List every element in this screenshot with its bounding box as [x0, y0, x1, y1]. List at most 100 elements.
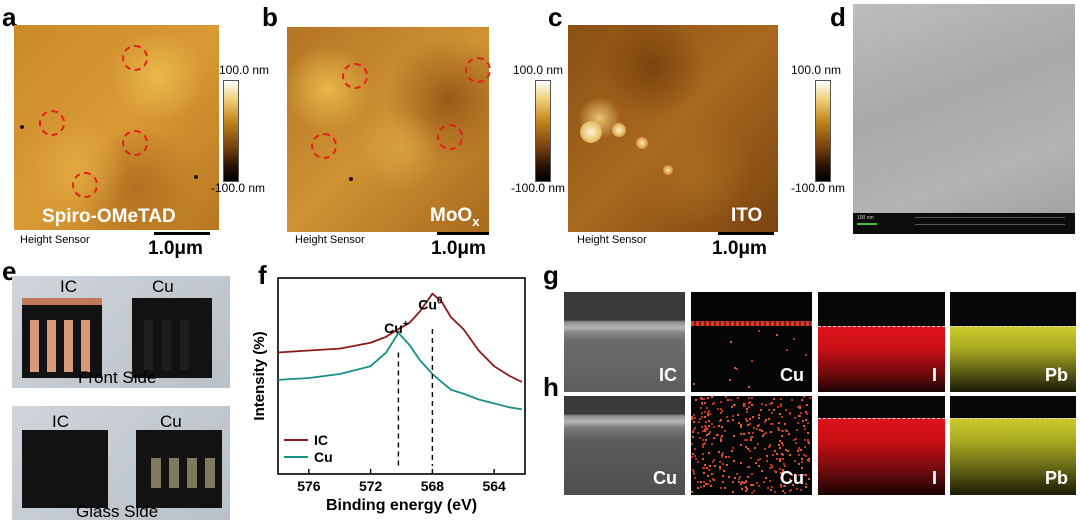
cu-signal-dot	[703, 402, 706, 405]
cu-signal-dot	[758, 416, 761, 419]
cu-signal-dot	[739, 426, 742, 429]
cu-signal-dot	[719, 412, 722, 415]
cu-signal-dot	[807, 439, 810, 442]
cu-signal-dot	[745, 418, 748, 421]
cu-signal-dot	[713, 464, 716, 467]
eds-map-pb-ic: Pb	[950, 292, 1076, 392]
electrode-finger	[162, 320, 171, 370]
cu-signal-dot	[717, 450, 720, 453]
cu-signal-dot	[704, 427, 707, 430]
grain-bright	[636, 137, 648, 149]
cu-signal-dot	[724, 396, 727, 398]
cu-signal-dot	[716, 434, 719, 437]
cu-signal-dot	[779, 477, 782, 479]
cu-signal-dot	[802, 473, 805, 476]
cu-signal-dot	[722, 470, 725, 473]
cu-signal-dot	[749, 438, 752, 441]
cu-signal-dot	[778, 440, 781, 443]
scale-bar	[718, 232, 774, 235]
cu-signal-dot	[693, 429, 696, 431]
cu-signal-dot	[693, 413, 696, 416]
cu-signal-dot	[801, 460, 803, 463]
cu-signal-dot	[728, 476, 731, 479]
cu-signal-dot	[782, 489, 785, 492]
cu-signal-dot	[740, 482, 743, 485]
sem-meta-line	[915, 217, 1065, 218]
cu-signal-dot	[701, 446, 704, 449]
cu-signal-dot	[719, 466, 722, 469]
cu-signal-dot	[768, 403, 771, 406]
cu-signal-dot	[747, 431, 750, 434]
cu-signal-dot	[713, 458, 716, 461]
cu-signal-dot	[746, 448, 749, 450]
cu-signal-dot	[703, 397, 706, 400]
cu-signal-dot	[806, 413, 808, 416]
cu-signal-dot	[700, 481, 703, 484]
cu-signal-dot	[700, 406, 702, 409]
cu-signal-dot	[742, 432, 745, 435]
cu-signal-dot	[769, 443, 771, 446]
cu-signal-dot	[765, 431, 768, 434]
cu-signal-dot	[795, 441, 798, 444]
cu-signal-dot	[798, 454, 801, 457]
cu-signal-dot	[705, 420, 708, 423]
interface-line	[950, 418, 1076, 420]
cu-signal-dot	[749, 418, 752, 421]
cu-signal-dot	[691, 490, 694, 493]
cu-signal-dot	[797, 406, 800, 409]
cu-signal-dot	[758, 484, 761, 487]
cu-signal-dot	[803, 425, 805, 428]
cu-signal-dot	[753, 426, 756, 429]
interface-line	[818, 418, 945, 420]
cu-signal-dot	[730, 341, 733, 344]
sem-scale-bar	[857, 223, 877, 225]
cu-signal-dot	[692, 469, 694, 472]
cu-signal-dot	[702, 453, 705, 456]
film-label-ito: ITO	[731, 205, 763, 226]
colorbar-min: -100.0 nm	[511, 181, 566, 195]
eds-label: Cu	[653, 468, 677, 488]
cu-signal-dot	[755, 461, 758, 464]
cu-signal-dot	[717, 407, 719, 410]
cu-signal-dot	[749, 401, 752, 403]
cu-signal-dot	[808, 478, 811, 481]
cu-signal-dot	[706, 466, 708, 469]
cu-signal-dot	[766, 454, 769, 457]
cu-signal-dot	[773, 398, 776, 401]
colorbar-max: 100.0 nm	[513, 63, 564, 77]
device-cu	[132, 298, 212, 378]
defect-circle	[39, 110, 65, 136]
sem-image: 100 nm	[853, 4, 1075, 234]
cu-signal-dot	[803, 396, 806, 399]
cu-signal-dot	[720, 436, 722, 439]
cu-signal-dot	[783, 463, 785, 466]
cu-signal-dot	[703, 411, 706, 414]
cu-signal-dot	[800, 399, 803, 402]
cu-signal-dot	[789, 412, 791, 415]
cu-signal-dot	[692, 452, 695, 455]
electrode-window	[187, 458, 197, 488]
electrode-finger	[144, 320, 153, 370]
eds-sem-cu: Cu	[564, 396, 685, 495]
x-tick-label: 576	[297, 478, 321, 494]
cu-signal-dot	[801, 467, 804, 470]
cu-signal-dot	[727, 455, 730, 458]
panel-label-g: g	[543, 260, 559, 290]
electrode-finger	[47, 320, 56, 372]
cu-signal-dot	[745, 489, 748, 492]
eds-top-region	[950, 396, 1076, 416]
eds-sem-ic: IC	[564, 292, 685, 392]
cu-signal-dot	[797, 473, 800, 476]
electrode-window	[205, 458, 215, 488]
cu-signal-dot	[781, 453, 784, 456]
cu-signal-dot	[701, 444, 704, 446]
cu-signal-dot	[691, 436, 694, 439]
device-ic-glass	[22, 430, 108, 508]
cu-signal-dot	[804, 418, 807, 421]
cu-signal-dot	[738, 422, 740, 425]
cu-signal-dot	[781, 442, 784, 445]
cu-signal-dot	[745, 486, 748, 488]
panel-label-h: h	[543, 372, 559, 402]
cu-signal-dot	[706, 482, 709, 485]
cu-signal-dot	[691, 430, 694, 433]
